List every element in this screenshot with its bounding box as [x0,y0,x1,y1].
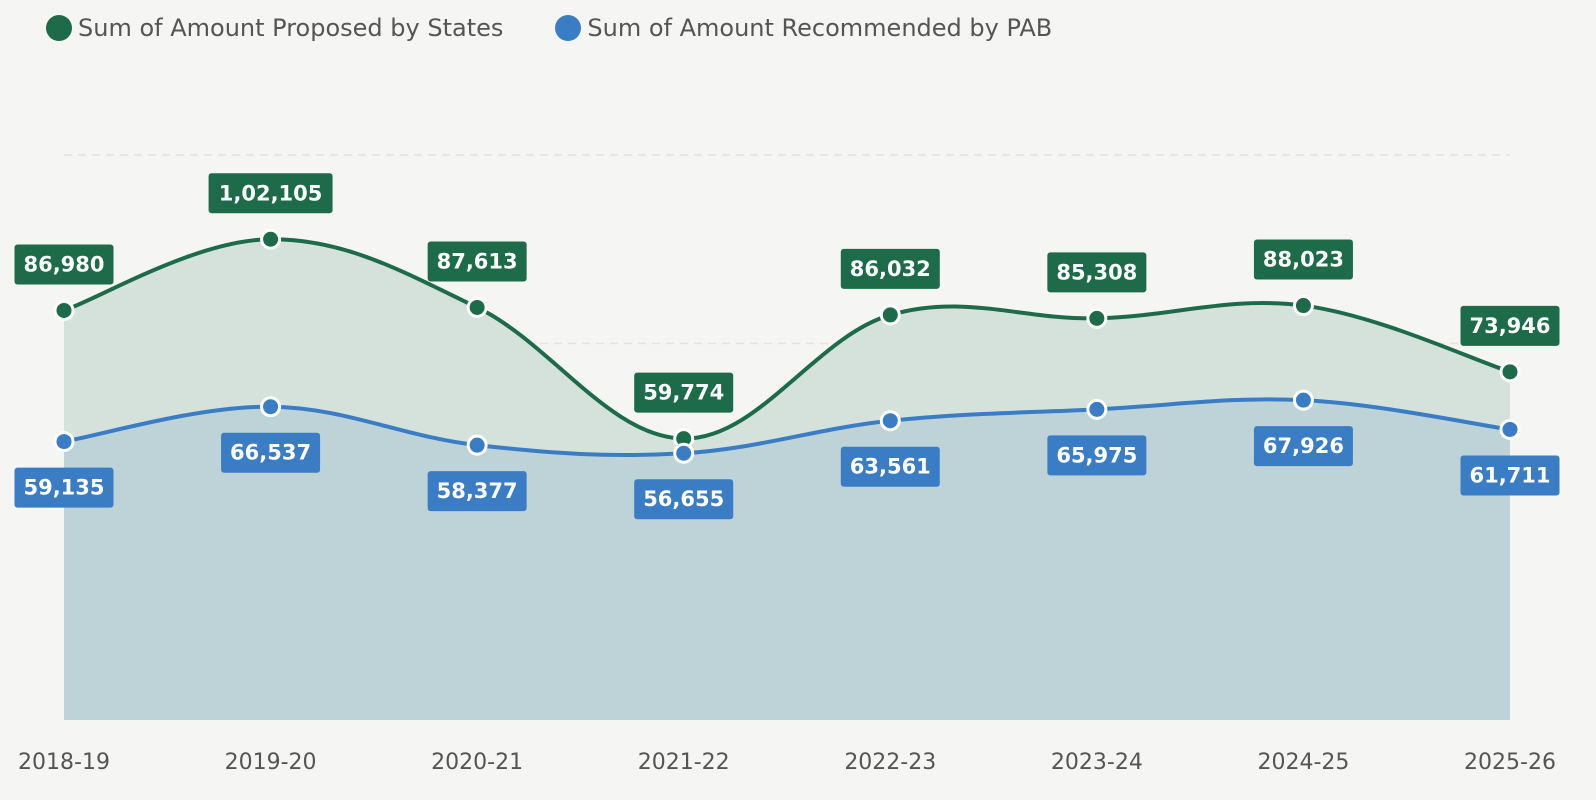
proposed-label-2-box [427,241,527,282]
proposed-label-3-text: 59,774 [643,381,724,405]
x-tick-label-7: 2025-26 [1464,750,1556,775]
recommended-label-5: 65,975 [1047,435,1147,476]
proposed-label-4-box [840,248,940,289]
proposed-label-4: 86,032 [840,248,940,289]
proposed-point-6 [1292,295,1314,317]
proposed-label-7: 73,946 [1460,305,1560,346]
recommended-label-5-text: 65,975 [1056,443,1137,467]
x-tick-label-0: 2018-19 [18,750,110,775]
recommended-label-2-box [427,471,527,512]
recommended-label-0: 59,135 [14,467,114,508]
recommended-label-4-text: 63,561 [850,455,931,479]
recommended-label-3-text: 56,655 [643,487,724,511]
proposed-label-1-box [208,173,333,214]
recommended-label-1-box [221,432,321,473]
recommended-label-3: 56,655 [634,479,734,520]
legend-recommended-marker [555,15,582,41]
proposed-label-6-box [1253,239,1353,280]
proposed-label-0-text: 86,980 [23,252,104,276]
proposed-label-5-box [1047,252,1147,293]
proposed-label-3: 59,774 [634,372,734,413]
proposed-label-0-box [14,244,114,285]
proposed-label-7-text: 73,946 [1469,314,1550,338]
recommended-label-7-text: 61,711 [1469,463,1550,487]
recommended-point-1 [260,396,282,418]
recommended-label-4-box [840,446,940,487]
proposed-point-2 [466,296,488,318]
recommended-label-6: 67,926 [1253,426,1353,467]
legend-proposed-label: Sum of Amount Proposed by States [78,14,504,42]
recommended-point-7 [1499,418,1521,440]
recommended-point-2 [466,434,488,456]
recommended-label-5-box [1047,435,1147,476]
proposed-point-0 [53,299,75,321]
x-tick-label-1: 2019-20 [225,750,317,775]
recommended-label-7-box [1460,455,1560,496]
recommended-label-0-box [14,467,114,508]
x-tick-label-4: 2022-23 [844,750,936,775]
x-tick-label-5: 2023-24 [1051,750,1143,775]
proposed-label-1-text: 1,02,105 [219,181,323,205]
proposed-label-0: 86,980 [14,244,114,285]
proposed-label-7-box [1460,305,1560,346]
proposed-point-4 [879,304,901,326]
recommended-label-6-text: 67,926 [1263,434,1344,458]
proposed-label-5: 85,308 [1047,252,1147,293]
x-tick-label-6: 2024-25 [1257,750,1349,775]
recommended-label-7: 61,711 [1460,455,1560,496]
line-proposed [63,237,1511,441]
x-tick-label-3: 2021-22 [638,750,730,775]
x-tick-label-2: 2020-21 [431,750,523,775]
recommended-point-3 [673,442,695,464]
proposed-label-2: 87,613 [427,241,527,282]
proposed-point-7 [1499,361,1521,383]
recommended-label-1-text: 66,537 [230,441,311,465]
recommended-label-1: 66,537 [221,432,321,473]
proposed-label-4-text: 86,032 [850,257,931,281]
recommended-point-4 [879,410,901,432]
legend-item-proposed[interactable]: Sum of Amount Proposed by States [46,14,503,42]
recommended-point-6 [1292,389,1314,411]
recommended-label-6-box [1253,426,1353,467]
chart-legend: Sum of Amount Proposed by States Sum of … [46,14,1052,42]
recommended-point-0 [53,431,75,453]
proposed-label-2-text: 87,613 [437,249,518,273]
legend-proposed-marker [46,15,72,41]
recommended-label-0-text: 59,135 [23,476,104,500]
proposed-point-1 [260,228,282,250]
legend-item-recommended[interactable]: Sum of Amount Recommended by PAB [555,14,1052,42]
recommended-label-2: 58,377 [427,471,527,512]
proposed-label-5-text: 85,308 [1056,260,1137,284]
area-recommended [64,399,1510,720]
recommended-label-2-text: 58,377 [437,479,518,503]
line-recommended [63,397,1511,458]
proposed-point-5 [1086,307,1108,329]
proposed-label-1: 1,02,105 [208,173,333,214]
recommended-label-3-box [634,479,734,520]
proposed-label-3-box [634,372,734,413]
recommended-point-5 [1086,398,1108,420]
proposed-label-6: 88,023 [1253,239,1353,280]
recommended-label-4: 63,561 [840,446,940,487]
legend-recommended-label: Sum of Amount Recommended by PAB [587,14,1053,42]
proposed-label-6-text: 88,023 [1263,248,1344,272]
